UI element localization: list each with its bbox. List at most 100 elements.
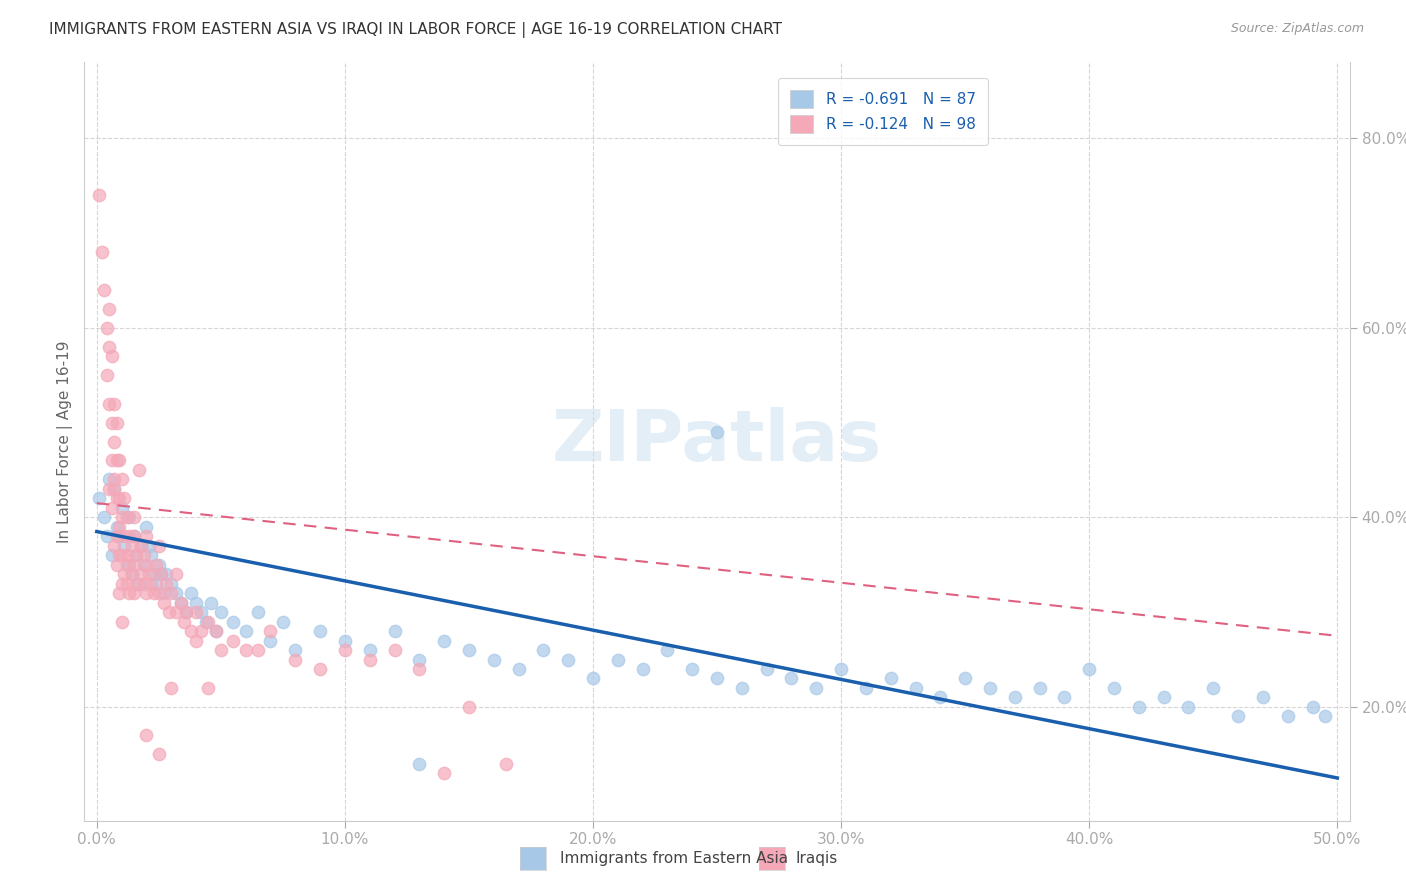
Point [157, 605, 180, 619]
Point [148, 558, 170, 572]
Point [98, 340, 121, 354]
Point [979, 681, 1001, 695]
Point [1128, 699, 1150, 714]
Point [110, 500, 132, 515]
Point [145, 576, 167, 591]
Point [170, 596, 193, 610]
Point [197, 615, 219, 629]
Point [103, 539, 125, 553]
Point [531, 643, 554, 657]
Point [780, 672, 803, 686]
Point [904, 681, 927, 695]
Point [108, 586, 131, 600]
Point [190, 624, 212, 639]
Point [141, 576, 163, 591]
Point [132, 576, 155, 591]
Point [135, 728, 157, 742]
Point [1313, 709, 1336, 723]
Point [830, 662, 852, 676]
Point [122, 529, 145, 543]
Point [98, 473, 121, 487]
Point [98, 482, 121, 496]
Point [98, 301, 121, 316]
Point [145, 558, 167, 572]
Point [105, 453, 128, 467]
Point [103, 482, 125, 496]
Point [180, 624, 202, 639]
Point [170, 596, 193, 610]
Point [731, 681, 754, 695]
Point [458, 643, 481, 657]
Point [138, 567, 160, 582]
Point [110, 576, 132, 591]
Point [122, 529, 145, 543]
Text: IMMIGRANTS FROM EASTERN ASIA VS IRAQI IN LABOR FORCE | AGE 16-19 CORRELATION CHA: IMMIGRANTS FROM EASTERN ASIA VS IRAQI IN… [49, 22, 782, 38]
Point [184, 605, 207, 619]
Point [706, 425, 728, 439]
Point [105, 558, 128, 572]
Point [953, 672, 976, 686]
Point [150, 567, 173, 582]
Point [100, 416, 122, 430]
Point [110, 510, 132, 524]
Point [190, 605, 212, 619]
Point [205, 624, 228, 639]
Point [165, 586, 187, 600]
Point [1153, 690, 1175, 705]
Point [155, 576, 177, 591]
Point [100, 548, 122, 563]
Point [333, 643, 356, 657]
Point [408, 756, 430, 771]
Point [1302, 699, 1324, 714]
Point [184, 633, 207, 648]
Point [89, 188, 111, 202]
Point [135, 520, 157, 534]
Point [1053, 690, 1076, 705]
Point [284, 643, 307, 657]
Point [259, 624, 281, 639]
Point [108, 520, 131, 534]
Point [105, 491, 128, 506]
Point [150, 567, 173, 582]
Point [359, 643, 381, 657]
Point [160, 576, 183, 591]
Point [108, 529, 131, 543]
Point [1102, 681, 1125, 695]
Point [115, 548, 138, 563]
Point [118, 558, 141, 572]
Point [148, 539, 170, 553]
Point [128, 463, 150, 477]
Point [100, 453, 122, 467]
Point [135, 529, 157, 543]
Point [408, 652, 430, 666]
Point [152, 586, 174, 600]
Point [880, 672, 903, 686]
Point [200, 596, 222, 610]
Point [582, 672, 605, 686]
Point [433, 766, 456, 780]
Point [112, 491, 135, 506]
Point [93, 510, 115, 524]
Point [98, 396, 121, 410]
Point [132, 558, 155, 572]
Point [384, 643, 406, 657]
Point [96, 529, 118, 543]
Point [309, 662, 332, 676]
Point [115, 576, 138, 591]
Point [105, 529, 128, 543]
Point [125, 548, 148, 563]
Point [89, 491, 111, 506]
Point [121, 539, 143, 553]
Point [247, 605, 270, 619]
Point [121, 567, 143, 582]
Point [90, 244, 112, 259]
Point [103, 434, 125, 449]
Point [384, 624, 406, 639]
Point [105, 520, 128, 534]
Point [131, 539, 153, 553]
Text: ZIPatlas: ZIPatlas [553, 407, 882, 476]
Point [135, 586, 157, 600]
Point [110, 473, 132, 487]
Point [359, 652, 381, 666]
Point [235, 624, 257, 639]
